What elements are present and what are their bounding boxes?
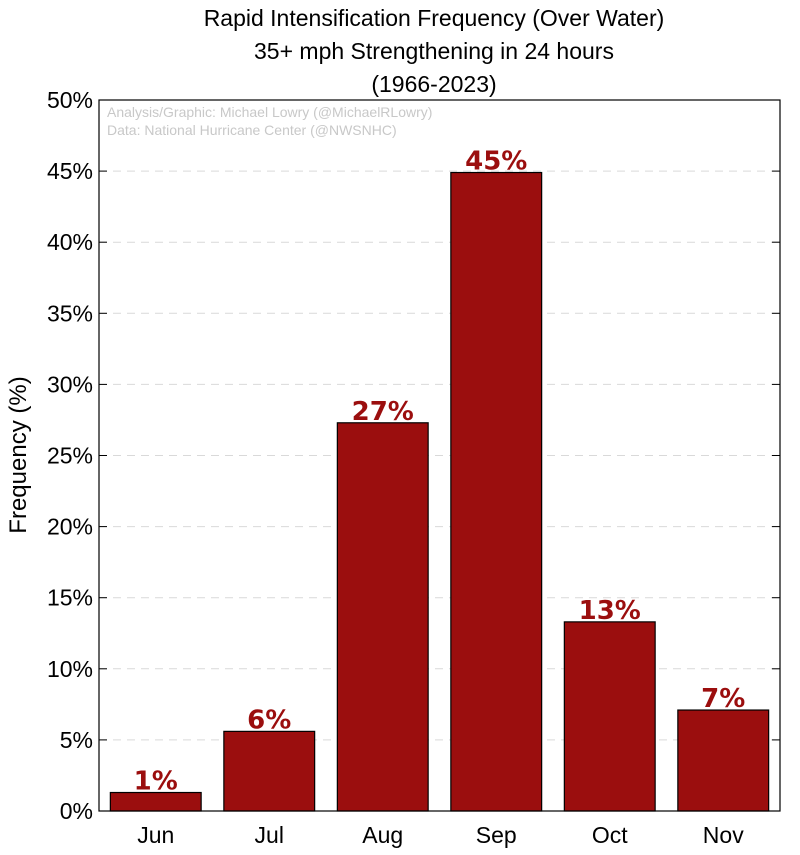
y-tick-label: 15% xyxy=(47,585,93,611)
x-category-label: Oct xyxy=(592,822,628,848)
y-tick-label: 0% xyxy=(60,798,93,824)
y-ticks xyxy=(99,99,780,812)
x-category-label: Jul xyxy=(255,822,284,848)
x-category-labels: Jun Jul Aug Sep Oct Nov xyxy=(137,822,744,848)
data-label: 1% xyxy=(134,767,178,797)
x-category-label: Aug xyxy=(362,822,403,848)
data-label: 6% xyxy=(247,705,291,735)
bar-aug xyxy=(336,422,429,812)
y-tick-label: 40% xyxy=(47,229,93,255)
title-line-2: 35+ mph Strengthening in 24 hours xyxy=(254,38,614,64)
bar-jul xyxy=(223,730,316,812)
chart-title: Rapid Intensification Frequency (Over Wa… xyxy=(204,5,665,97)
data-label: 45% xyxy=(465,147,527,177)
data-label: 27% xyxy=(352,397,414,427)
y-tick-label: 30% xyxy=(47,371,93,397)
y-tick-label: 45% xyxy=(47,158,93,184)
x-category-label: Sep xyxy=(476,822,517,848)
x-category-label: Nov xyxy=(703,822,744,848)
title-line-3: (1966-2023) xyxy=(371,71,496,97)
grid-lines xyxy=(99,170,780,741)
title-line-1: Rapid Intensification Frequency (Over Wa… xyxy=(204,5,665,31)
y-axis-label: Frequency (%) xyxy=(5,376,32,533)
credit-analysis: Analysis/Graphic: Michael Lowry (@Michae… xyxy=(107,104,432,120)
data-label: 13% xyxy=(579,596,641,626)
bar-nov xyxy=(677,709,770,812)
y-tick-label: 50% xyxy=(47,87,93,113)
y-tick-label: 5% xyxy=(60,727,93,753)
y-tick-label: 20% xyxy=(47,514,93,540)
y-tick-label: 25% xyxy=(47,443,93,469)
x-category-label: Jun xyxy=(137,822,174,848)
credits: Analysis/Graphic: Michael Lowry (@Michae… xyxy=(107,104,432,138)
bar-oct xyxy=(563,621,656,812)
credit-data-source: Data: National Hurricane Center (@NWSNHC… xyxy=(107,122,397,138)
y-tick-label: 35% xyxy=(47,300,93,326)
data-labels: 1% 6% 27% 45% 13% 7% xyxy=(134,147,746,797)
bar-sep xyxy=(450,171,543,812)
bars xyxy=(109,171,770,812)
data-label: 7% xyxy=(701,684,745,714)
y-tick-label: 10% xyxy=(47,656,93,682)
y-tick-labels: 0% 5% 10% 15% 20% 25% 30% 35% 40% 45% 50% xyxy=(47,87,93,824)
